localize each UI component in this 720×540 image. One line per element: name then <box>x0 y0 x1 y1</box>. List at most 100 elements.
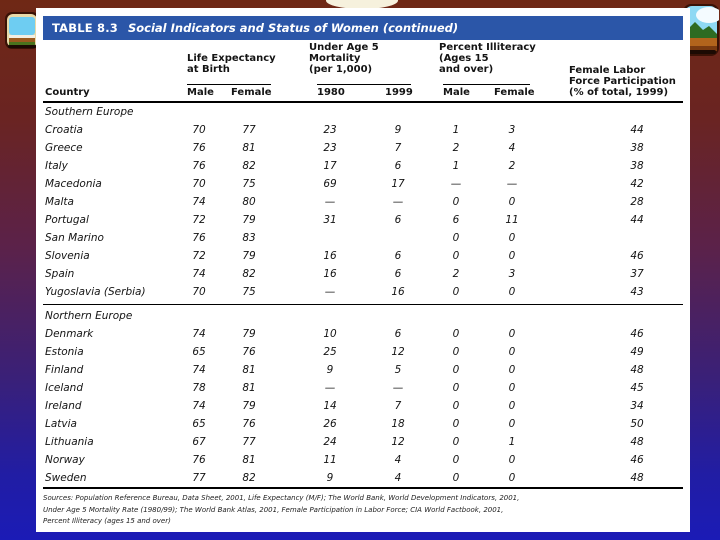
value-cell: 42 <box>630 178 644 190</box>
table-row: Macedonia 70 75 69 17 — — 42 <box>43 175 683 193</box>
value-cell: 1 <box>452 160 460 172</box>
group-header-female-labor: Female Labor Force Participation (% of t… <box>569 65 676 98</box>
value-cell: 77 <box>242 436 256 448</box>
section-label: Southern Europe <box>45 106 134 118</box>
value-cell: 44 <box>630 214 644 226</box>
group-header-percent-illiteracy: Percent Illiteracy (Ages 15 and over) <box>439 42 536 75</box>
value-cell: 78 <box>192 382 206 394</box>
value-cell: 74 <box>192 196 206 208</box>
value-cell: 50 <box>630 418 644 430</box>
value-cell: 0 <box>508 454 516 466</box>
country-cell: Malta <box>45 196 74 208</box>
value-cell: 46 <box>630 250 644 262</box>
value-cell: 0 <box>452 328 460 340</box>
value-cell: 46 <box>630 454 644 466</box>
value-cell: 48 <box>630 364 644 376</box>
section-header-row: Southern Europe <box>43 103 683 121</box>
value-cell: 77 <box>192 472 206 484</box>
value-cell: 0 <box>508 364 516 376</box>
value-cell: 81 <box>242 454 256 466</box>
value-cell: 16 <box>323 250 337 262</box>
table-body: Southern Europe Croatia 70 77 23 9 1 3 44 Greece 7… <box>43 103 683 489</box>
value-cell: 77 <box>242 124 256 136</box>
value-cell: 4 <box>508 142 516 154</box>
section-header-row: Northern Europe <box>43 307 683 325</box>
value-cell: 4 <box>394 472 402 484</box>
value-cell: 0 <box>452 286 460 298</box>
country-cell: Lithuania <box>45 436 94 448</box>
group-header-under5-mortality: Under Age 5 Mortality (per 1,000) <box>309 42 379 75</box>
country-cell: Macedonia <box>45 178 102 190</box>
table-row: Ireland 74 79 14 7 0 0 34 <box>43 397 683 415</box>
value-cell: 70 <box>192 286 206 298</box>
value-cell: 82 <box>242 160 256 172</box>
value-cell: 81 <box>242 142 256 154</box>
country-cell: Italy <box>45 160 68 172</box>
table-row: Slovenia 72 79 16 6 0 0 46 <box>43 247 683 265</box>
table-header: Life Expectancy at Birth Under Age 5 Mor… <box>43 40 683 103</box>
value-cell: 70 <box>192 124 206 136</box>
table-row: Latvia 65 76 26 18 0 0 50 <box>43 415 683 433</box>
value-cell: 18 <box>391 418 405 430</box>
value-cell: 76 <box>242 418 256 430</box>
value-cell: 0 <box>452 382 460 394</box>
group-underline <box>187 84 271 85</box>
value-cell: 9 <box>394 124 402 136</box>
table-title-bar: TABLE 8.3 Social Indicators and Status o… <box>43 16 683 40</box>
value-cell: 6 <box>394 268 402 280</box>
table-row: Croatia 70 77 23 9 1 3 44 <box>43 121 683 139</box>
country-cell: Spain <box>45 268 75 280</box>
value-cell: — <box>324 196 336 208</box>
group-underline <box>317 84 411 85</box>
value-cell: 26 <box>323 418 337 430</box>
value-cell: 0 <box>508 418 516 430</box>
value-cell: 65 <box>192 418 206 430</box>
value-cell: 76 <box>242 346 256 358</box>
value-cell: 31 <box>323 214 337 226</box>
value-cell: 83 <box>242 232 256 244</box>
country-cell: Greece <box>45 142 83 154</box>
value-cell: 74 <box>192 400 206 412</box>
landscape-photo-icon-left <box>5 12 39 53</box>
value-cell: 0 <box>508 346 516 358</box>
value-cell: 12 <box>391 346 405 358</box>
value-cell: 23 <box>323 142 337 154</box>
value-cell: 76 <box>192 160 206 172</box>
value-cell: 7 <box>394 142 402 154</box>
column-header-ill-female: Female <box>494 87 535 98</box>
value-cell: 79 <box>242 250 256 262</box>
value-cell: 0 <box>508 286 516 298</box>
value-cell: — <box>392 196 404 208</box>
value-cell: 6 <box>394 214 402 226</box>
value-cell: 0 <box>452 250 460 262</box>
column-header-1999: 1999 <box>385 87 413 98</box>
value-cell: 81 <box>242 382 256 394</box>
table-row: Malta 74 80 — — 0 0 28 <box>43 193 683 211</box>
section-label: Northern Europe <box>45 310 133 322</box>
country-cell: Sweden <box>45 472 87 484</box>
value-cell: 74 <box>192 268 206 280</box>
country-cell: Ireland <box>45 400 82 412</box>
value-cell: 0 <box>452 364 460 376</box>
value-cell: 0 <box>508 196 516 208</box>
value-cell: 28 <box>630 196 644 208</box>
value-cell: 0 <box>452 232 460 244</box>
value-cell: 79 <box>242 328 256 340</box>
value-cell: 74 <box>192 328 206 340</box>
value-cell: 7 <box>394 400 402 412</box>
table-row: Italy 76 82 17 6 1 2 38 <box>43 157 683 175</box>
value-cell: 3 <box>508 124 516 136</box>
value-cell: 44 <box>630 124 644 136</box>
value-cell: 5 <box>394 364 402 376</box>
column-header-le-female: Female <box>231 87 272 98</box>
cloud-shape <box>326 0 398 9</box>
value-cell: 34 <box>630 400 644 412</box>
value-cell: 76 <box>192 454 206 466</box>
table-row: Greece 76 81 23 7 2 4 38 <box>43 139 683 157</box>
section-divider <box>43 304 683 305</box>
landscape-photo-icon-right <box>683 4 720 60</box>
value-cell: 80 <box>242 196 256 208</box>
country-cell: San Marino <box>45 232 104 244</box>
landscape-icon <box>683 4 720 56</box>
